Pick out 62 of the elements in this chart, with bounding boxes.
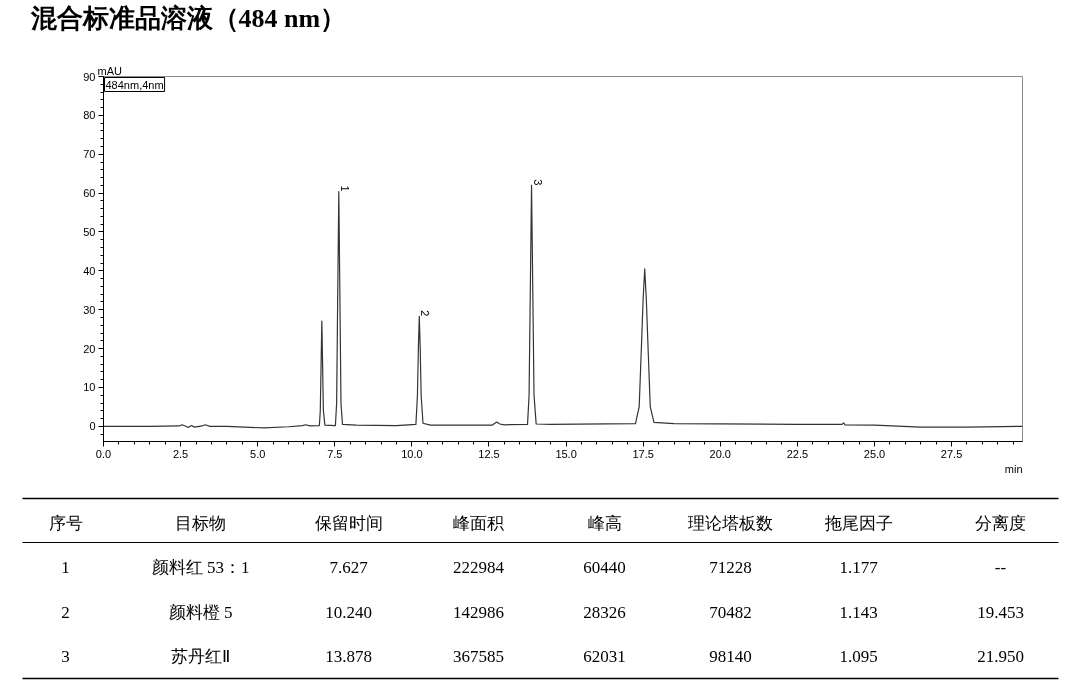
text: 19.453 — [977, 602, 1024, 622]
y-tick-label: 60 — [83, 187, 96, 200]
text: 1.177 — [839, 558, 878, 577]
y-axis-title: mAU — [97, 64, 122, 77]
text: -- — [994, 558, 1007, 577]
x-tick-label: 2.5 — [172, 447, 189, 460]
y-tick-label: 30 — [83, 303, 96, 316]
x-tick-label: 27.5 — [940, 447, 963, 460]
chart-title: 混合标准品溶液（484 nm） — [29, 3, 347, 33]
y-tick-label: 10 — [83, 381, 96, 394]
text: 367585 — [453, 647, 504, 666]
annotation: 484nm,4nm — [105, 78, 164, 91]
x-axis-title: min — [1004, 462, 1023, 475]
text: 62031 — [583, 647, 626, 666]
text: 颜料红 53：1 — [151, 558, 250, 577]
text: 1.143 — [839, 602, 878, 622]
y-tick-label: 70 — [83, 148, 96, 161]
text: 222984 — [453, 558, 504, 577]
text: 颜料橙 5 — [168, 602, 233, 622]
text: 60440 — [583, 558, 626, 577]
y-tick-label: 50 — [83, 225, 96, 238]
category-label: 拖尾因子 — [823, 512, 893, 533]
text: 98140 — [709, 647, 752, 666]
annotation: 3 — [531, 179, 544, 186]
text: 70482 — [709, 602, 752, 622]
x-tick-label: 15.0 — [555, 447, 577, 460]
category-label: 峰高 — [587, 512, 622, 533]
category-label: 序号 — [48, 512, 83, 533]
text: 13.878 — [325, 647, 372, 666]
annotation: 2 — [419, 310, 432, 317]
category-label: 目标物 — [175, 512, 226, 533]
x-tick-label: 25.0 — [863, 447, 886, 460]
category-label: 保留时间 — [314, 512, 383, 533]
text: 1 — [61, 558, 70, 577]
y-tick-label: 90 — [83, 70, 96, 83]
text: 苏丹红Ⅱ — [171, 647, 230, 666]
category-label: 分离度 — [975, 512, 1026, 533]
y-tick-label: 80 — [83, 109, 96, 122]
text: 71228 — [709, 558, 752, 577]
text: 142986 — [453, 602, 504, 622]
text: 7.627 — [329, 558, 368, 577]
text: 2 — [61, 602, 70, 622]
x-tick-label: 12.5 — [478, 447, 500, 460]
x-tick-label: 22.5 — [786, 447, 809, 460]
line-series — [103, 184, 1023, 429]
text: 1.095 — [839, 647, 878, 666]
y-tick-label: 40 — [83, 264, 96, 277]
category-label: 理论塔板数 — [688, 512, 773, 533]
x-tick-label: 7.5 — [327, 447, 343, 460]
x-tick-label: 0.0 — [95, 447, 112, 460]
x-tick-label: 17.5 — [632, 447, 654, 460]
annotation: 1 — [338, 185, 351, 192]
x-tick-label: 20.0 — [709, 447, 731, 460]
text: 3 — [61, 647, 70, 666]
y-tick-label: 0 — [89, 420, 96, 433]
text: 21.950 — [977, 647, 1024, 666]
text: 28326 — [583, 602, 626, 622]
y-tick-label: 20 — [83, 342, 96, 355]
category-label: 峰面积 — [453, 512, 504, 533]
x-tick-label: 10.0 — [401, 447, 423, 460]
text: 10.240 — [325, 602, 372, 622]
x-tick-label: 5.0 — [250, 447, 266, 460]
